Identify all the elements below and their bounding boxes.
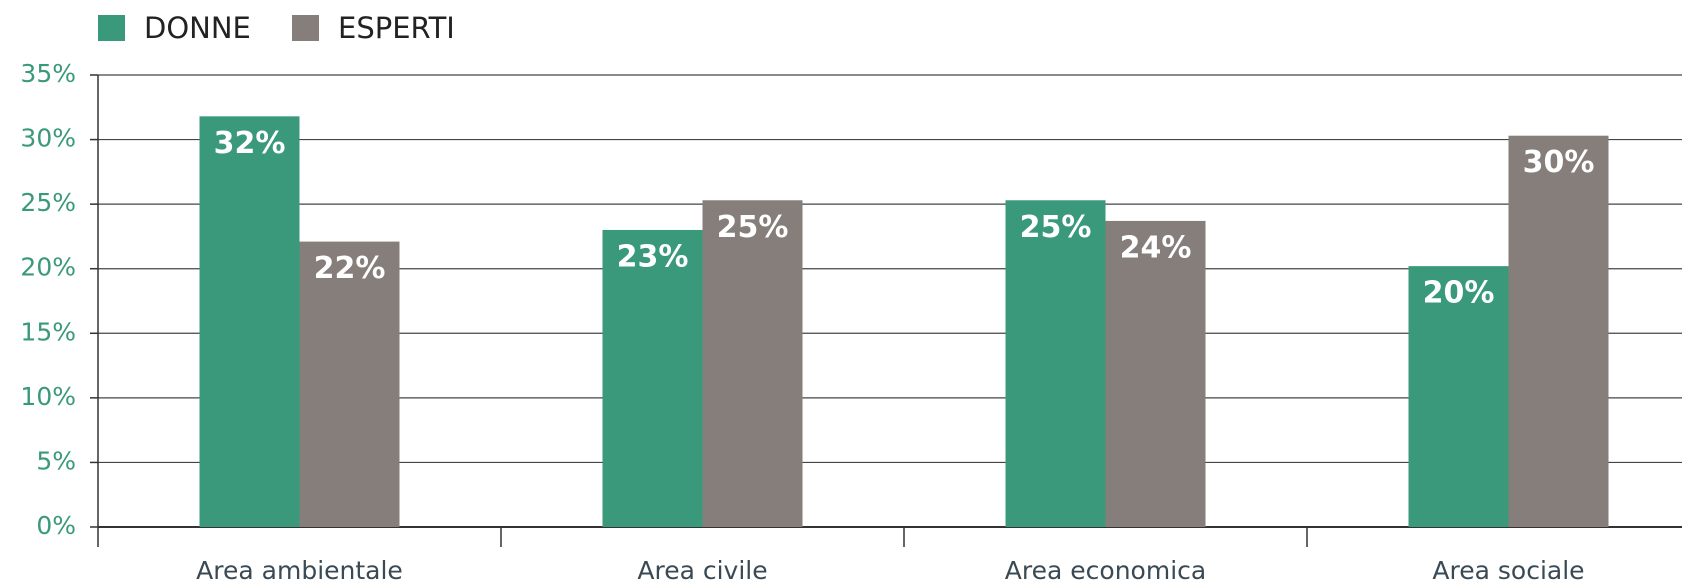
bar (1408, 266, 1509, 527)
legend-label: ESPERTI (338, 11, 455, 45)
legend-label: DONNE (144, 11, 251, 45)
legend-swatch (98, 15, 125, 41)
bar (1005, 200, 1106, 528)
bar (299, 241, 400, 527)
data-label: 20% (1423, 276, 1495, 311)
bar (199, 116, 300, 527)
data-label: 30% (1523, 145, 1595, 180)
data-label: 23% (617, 239, 689, 274)
x-tick-label: Area sociale (1432, 556, 1584, 585)
y-tick-label: 10% (20, 382, 76, 411)
y-tick-label: 35% (20, 59, 76, 88)
legend-swatch (292, 15, 319, 41)
x-tick-label: Area civile (637, 556, 767, 585)
data-label: 22% (314, 251, 386, 286)
bar (1105, 220, 1206, 527)
data-label: 25% (717, 210, 789, 245)
y-tick-label: 0% (36, 511, 76, 540)
y-tick-label: 30% (20, 124, 76, 153)
y-tick-label: 25% (20, 188, 76, 217)
bar (702, 200, 803, 528)
bar (602, 229, 703, 527)
x-tick-label: Area economica (1005, 556, 1206, 585)
data-label: 32% (214, 126, 286, 161)
bar (1508, 135, 1609, 527)
data-label: 24% (1120, 230, 1192, 265)
data-label: 25% (1020, 210, 1092, 245)
y-tick-label: 20% (20, 253, 76, 282)
x-tick-label: Area ambientale (196, 556, 403, 585)
y-tick-label: 15% (20, 317, 76, 346)
y-tick-label: 5% (36, 446, 76, 475)
